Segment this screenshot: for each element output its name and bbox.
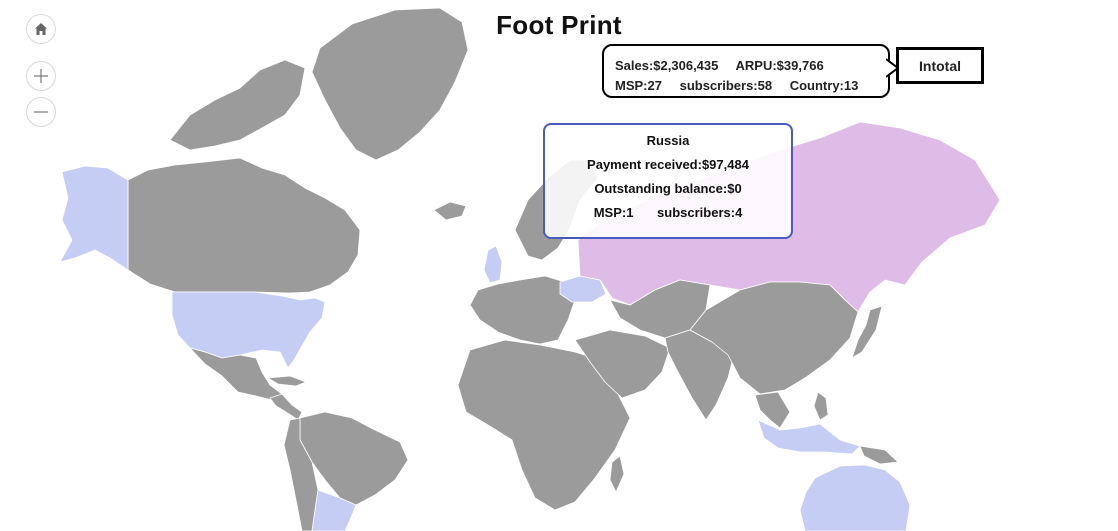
country-cuba[interactable] [267, 375, 307, 387]
plus-icon [34, 69, 48, 83]
country-europe[interactable] [469, 275, 576, 345]
zoom-out-button[interactable] [26, 97, 56, 127]
tooltip-payment-received: Payment received:$97,484 [587, 157, 749, 172]
country-africa[interactable] [457, 339, 631, 511]
minus-icon [34, 111, 48, 113]
totals-msp: MSP:27 [615, 78, 662, 93]
tooltip-subscribers: subscribers:4 [657, 205, 743, 220]
country-iceland[interactable] [433, 201, 467, 221]
country-canada[interactable] [127, 157, 361, 294]
country-indonesia[interactable] [757, 419, 861, 455]
country-chile-peru[interactable] [283, 417, 319, 531]
tooltip-outstanding-balance: Outstanding balance:$0 [594, 181, 742, 196]
country-greenland[interactable] [311, 7, 469, 161]
country-central-america[interactable] [269, 393, 303, 421]
country-china[interactable] [689, 281, 859, 395]
country-middle-east[interactable] [574, 329, 671, 399]
intotal-tab[interactable]: Intotal [896, 47, 984, 84]
home-icon [35, 23, 47, 35]
country-uk[interactable] [483, 245, 503, 284]
tooltip-country-name: Russia [646, 133, 690, 148]
country-madagascar[interactable] [609, 455, 625, 493]
country-argentina[interactable] [311, 489, 357, 531]
country-tooltip: Russia Payment received:$97,484 Outstand… [543, 123, 793, 239]
country-mexico[interactable] [189, 347, 283, 401]
country-australia[interactable] [799, 464, 911, 531]
country-southeast-asia[interactable] [754, 391, 791, 429]
country-brazil[interactable] [299, 411, 409, 506]
zoom-in-button[interactable] [26, 61, 56, 91]
totals-subscribers: subscribers:58 [679, 78, 773, 93]
totals-sales: Sales:$2,306,435 [615, 58, 719, 73]
tooltip-msp: MSP:1 [593, 205, 634, 220]
country-philippines[interactable] [813, 391, 829, 421]
totals-arpu: ARPU:$39,766 [735, 58, 824, 73]
map-title: Foot Print [496, 10, 622, 40]
totals-country: Country:13 [789, 78, 859, 93]
country-alaska[interactable] [59, 165, 129, 271]
country-canada-islands[interactable] [169, 59, 306, 151]
tooltip-stats-row: MSP:1 subscribers:4 [545, 205, 791, 220]
totals-summary-bubble: Sales:$2,306,435 ARPU:$39,766 MSP:27 sub… [602, 44, 890, 98]
home-button[interactable] [26, 14, 56, 44]
country-papua-new-guinea[interactable] [859, 445, 899, 465]
country-japan[interactable] [851, 305, 883, 359]
